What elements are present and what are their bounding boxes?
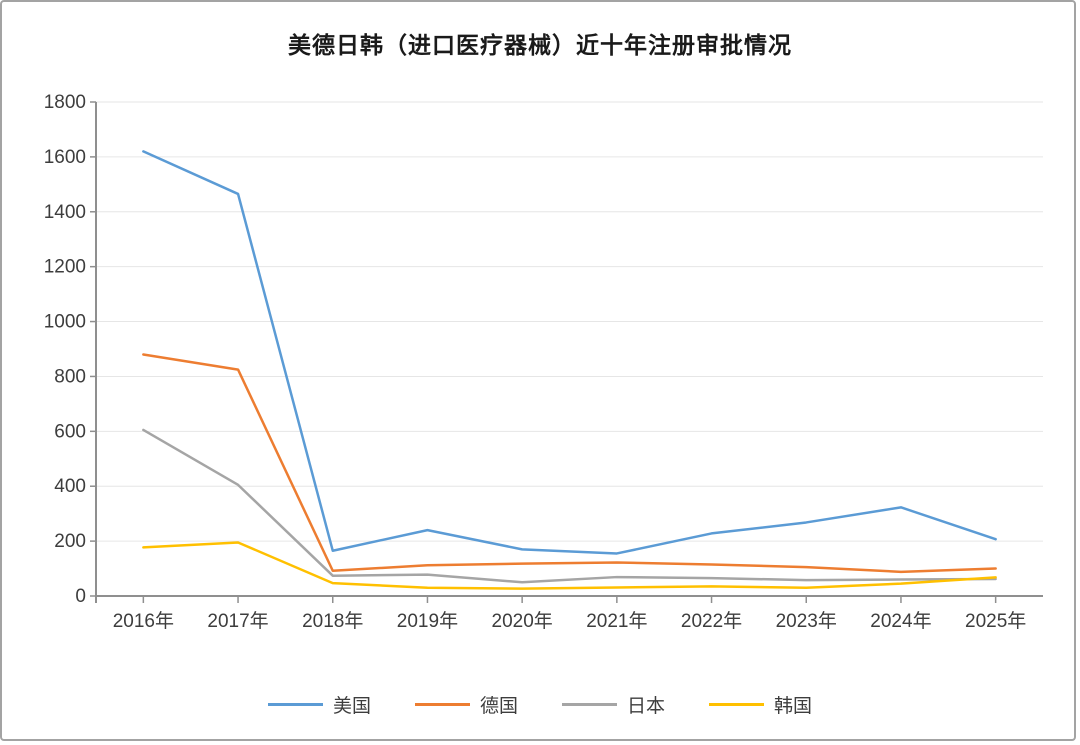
y-axis-label: 800: [54, 366, 86, 387]
y-axis-label: 0: [75, 586, 86, 607]
series-line-2: [142, 428, 997, 584]
legend-label: 德国: [479, 696, 518, 717]
chart-legend: 美国 德国 日本 韩国: [0, 691, 1080, 718]
y-axis-label: 1600: [44, 147, 86, 168]
x-axis-label: 2020年: [492, 610, 553, 632]
x-axis-label: 2018年: [302, 610, 363, 632]
legend-line-swatch: [414, 703, 470, 706]
y-axis-label: 600: [54, 421, 86, 442]
y-axis-label: 1400: [44, 202, 86, 223]
x-axis-label: 2016年: [113, 610, 174, 632]
y-axis-label: 1800: [44, 92, 86, 113]
legend-label: 韩国: [774, 696, 813, 717]
legend-label: 美国: [332, 696, 371, 717]
x-axis-label: 2024年: [870, 610, 931, 632]
legend-line-swatch: [709, 703, 765, 706]
series-line-3: [142, 541, 997, 590]
x-axis-label: 2025年: [965, 610, 1026, 632]
legend-item-0: 美国: [267, 691, 371, 718]
x-axis-label: 2023年: [776, 610, 837, 632]
legend-item-1: 德国: [414, 691, 518, 718]
x-axis-label: 2021年: [586, 610, 647, 632]
y-axis-label: 1000: [44, 312, 86, 333]
x-axis-label: 2022年: [681, 610, 742, 632]
series-line-1: [142, 353, 997, 574]
series-lines: [142, 150, 997, 590]
axes: [90, 101, 1043, 603]
y-axis-label: 200: [54, 531, 86, 552]
gridlines: [96, 101, 1043, 542]
y-axis-label: 1200: [44, 257, 86, 278]
y-axis-label: 400: [54, 476, 86, 497]
x-axis-labels: 2016年 2017年 2018年 2019年 2020年 2021年 2022年 2023年…: [113, 610, 1027, 632]
legend-item-3: 韩国: [709, 691, 812, 718]
x-axis-label: 2019年: [397, 610, 458, 632]
legend-line-swatch: [267, 703, 323, 706]
legend-item-2: 日本: [562, 691, 665, 718]
series-line-0: [142, 150, 997, 555]
chart-title: 美德日韩（进口医疗器械）近十年注册审批情况: [288, 32, 792, 58]
x-axis-label: 2017年: [207, 610, 268, 632]
legend-label: 日本: [627, 696, 666, 717]
legend-line-swatch: [562, 703, 617, 706]
y-axis-labels: 0 200 400 600 800 1000 1200 1400 1600 1800: [44, 92, 86, 607]
